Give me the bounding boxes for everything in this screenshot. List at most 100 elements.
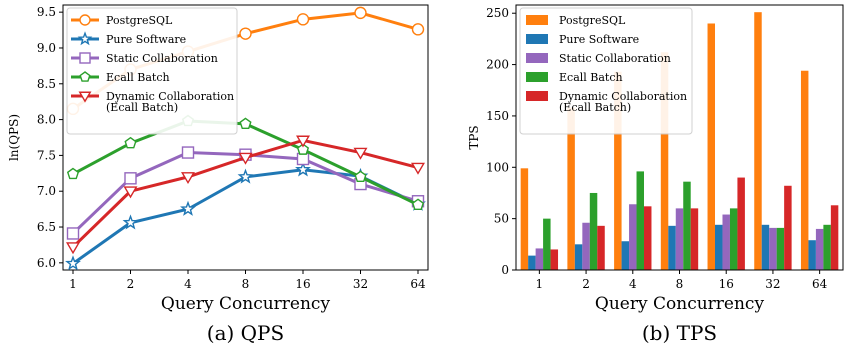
- legend-label-line: Ecall Batch: [106, 71, 170, 84]
- tps-bar-static-collaboration: [769, 227, 777, 270]
- tps-bar-postgresql: [520, 168, 529, 270]
- tps-bar-static-collaboration: [582, 222, 590, 270]
- qps-x-tick-label: 64: [410, 277, 426, 291]
- qps-point-postgresql: [296, 13, 310, 26]
- qps-point-dynamic-collaboration-ecall-batch: [181, 172, 195, 185]
- qps-x-tick-label: 32: [353, 277, 368, 291]
- legend-label-line: Static Collaboration: [106, 52, 218, 65]
- tps-bar-dynamic-collaboration-ecall-batch: [830, 205, 839, 270]
- tps-bar-pure-software: [761, 224, 770, 270]
- qps-legend: PostgreSQL Pure Software Static Collaborat…: [66, 7, 238, 135]
- qps-point-dynamic-collaboration-ecall-batch: [66, 242, 80, 255]
- qps-point-ecall-batch: [124, 136, 137, 149]
- legend-label-ecall-batch: Ecall Batch: [559, 71, 623, 84]
- legend-marker-postgresql: [79, 14, 91, 26]
- legend-label-line: Dynamic Collaboration: [559, 90, 687, 103]
- tps-x-tick-label: 4: [629, 277, 637, 291]
- tps-bar-postgresql: [567, 107, 575, 270]
- legend-label-line: Pure Software: [559, 33, 639, 46]
- legend-label-line: (Ecall Batch): [559, 101, 631, 114]
- qps-x-tick-label: 1: [69, 277, 77, 291]
- legend-swatch-pure-software: [526, 34, 548, 44]
- qps-point-postgresql: [239, 27, 252, 40]
- qps-x-tick-label: 2: [127, 277, 135, 291]
- tps-x-tick-label: 64: [812, 277, 828, 291]
- legend-label-postgresql: PostgreSQL: [559, 14, 626, 27]
- qps-point-pure-software: [180, 200, 196, 216]
- qps-y-tick-label: 7.5: [37, 148, 56, 162]
- qps-y-tick-label: 6.5: [37, 220, 56, 234]
- qps-point-ecall-batch: [411, 198, 425, 210]
- qps-y-tick-label: 6.0: [37, 256, 56, 270]
- qps-point-pure-software: [237, 168, 254, 184]
- legend-label-dynamic-collaboration-ecall-batch: Dynamic Collaboration (Ecall Batch): [559, 90, 687, 114]
- tps-bar-dynamic-collaboration-ecall-batch: [643, 206, 652, 270]
- tps-x-axis-label: Query Concurrency: [595, 294, 765, 314]
- qps-point-dynamic-collaboration-ecall-batch: [238, 152, 253, 165]
- legend-swatch-static-collaboration: [526, 53, 548, 63]
- tps-bar-postgresql: [660, 52, 669, 270]
- tps-y-axis-label: TPS: [467, 125, 481, 149]
- tps-bar-ecall-batch: [776, 227, 785, 270]
- qps-caption: (a) QPS: [207, 321, 284, 345]
- tps-bar-static-collaboration: [722, 214, 730, 270]
- qps-point-ecall-batch: [354, 170, 367, 183]
- tps-bar-pure-software: [808, 240, 816, 270]
- tps-bar-ecall-batch: [823, 224, 831, 270]
- tps-panel: 0 50 100 150 200 250 1 2 4 8 16 32 64 Query Concurren…: [467, 4, 844, 345]
- qps-x-tick-label: 4: [184, 277, 192, 291]
- tps-bar-static-collaboration: [815, 228, 824, 270]
- tps-bar-static-collaboration: [535, 248, 544, 270]
- tps-bar-ecall-batch: [729, 208, 738, 270]
- legend-marker-static-collaboration: [79, 52, 91, 64]
- tps-y-tick-label: 200: [486, 58, 509, 72]
- tps-bar-ecall-batch: [543, 218, 551, 270]
- legend-label-line: PostgreSQL: [559, 14, 626, 27]
- tps-x-tick-label: 32: [765, 277, 780, 291]
- tps-bar-dynamic-collaboration-ecall-batch: [690, 208, 699, 270]
- qps-y-tick-label: 8.5: [37, 77, 56, 91]
- qps-y-tick-label: 7.0: [37, 184, 56, 198]
- qps-point-static-collaboration: [296, 152, 310, 166]
- qps-point-pure-software: [122, 214, 139, 230]
- qps-point-static-collaboration: [124, 172, 137, 185]
- tps-bar-dynamic-collaboration-ecall-batch: [550, 249, 559, 270]
- legend-label-pure-software: Pure Software: [559, 33, 639, 46]
- tps-y-tick-label: 50: [494, 212, 509, 226]
- tps-bar-dynamic-collaboration-ecall-batch: [597, 225, 605, 270]
- qps-point-dynamic-collaboration-ecall-batch: [353, 147, 368, 160]
- legend-marker-dynamic-collaboration-ecall-batch: [78, 91, 92, 103]
- qps-point-postgresql: [354, 6, 367, 20]
- qps-y-tick-label: 9.0: [37, 41, 56, 55]
- tps-bar-pure-software: [574, 244, 583, 270]
- legend-marker-pure-software: [77, 31, 93, 46]
- tps-bar-postgresql: [754, 12, 762, 271]
- tps-y-tick-label: 150: [486, 109, 509, 123]
- qps-x-tick-label: 8: [242, 277, 250, 291]
- tps-bar-static-collaboration: [629, 204, 637, 270]
- qps-x-axis-label: Query Concurrency: [161, 294, 331, 314]
- qps-panel: 6.0 6.5 7.0 7.5 8.0 8.5 9.0 9.5 1 2 4 8 16 32 64 Query …: [7, 4, 429, 345]
- tps-bar-pure-software: [715, 224, 723, 270]
- qps-point-static-collaboration: [66, 227, 80, 240]
- legend-label-static-collaboration: Static Collaboration: [559, 52, 671, 65]
- qps-x-tick-label: 16: [295, 277, 310, 291]
- legend-label-line: Static Collaboration: [559, 52, 671, 65]
- tps-x-tick-label: 1: [536, 277, 544, 291]
- tps-x-tick-label: 2: [582, 277, 590, 291]
- qps-point-postgresql: [411, 23, 425, 36]
- tps-y-tick-label: 0: [501, 263, 509, 277]
- tps-bar-postgresql: [614, 71, 622, 270]
- legend-label-line: (Ecall Batch): [106, 101, 178, 114]
- tps-bar-dynamic-collaboration-ecall-batch: [737, 177, 745, 270]
- tps-bar-postgresql: [800, 70, 809, 270]
- qps-point-dynamic-collaboration-ecall-batch: [296, 135, 310, 148]
- legend-label-line: Pure Software: [106, 33, 186, 46]
- legend-swatch-dynamic-collaboration-ecall-batch: [526, 91, 548, 101]
- qps-point-dynamic-collaboration-ecall-batch: [123, 186, 138, 199]
- qps-point-ecall-batch: [239, 117, 252, 130]
- qps-point-pure-software: [65, 255, 81, 271]
- tps-bar-ecall-batch: [636, 171, 644, 270]
- tps-bar-ecall-batch: [683, 181, 691, 270]
